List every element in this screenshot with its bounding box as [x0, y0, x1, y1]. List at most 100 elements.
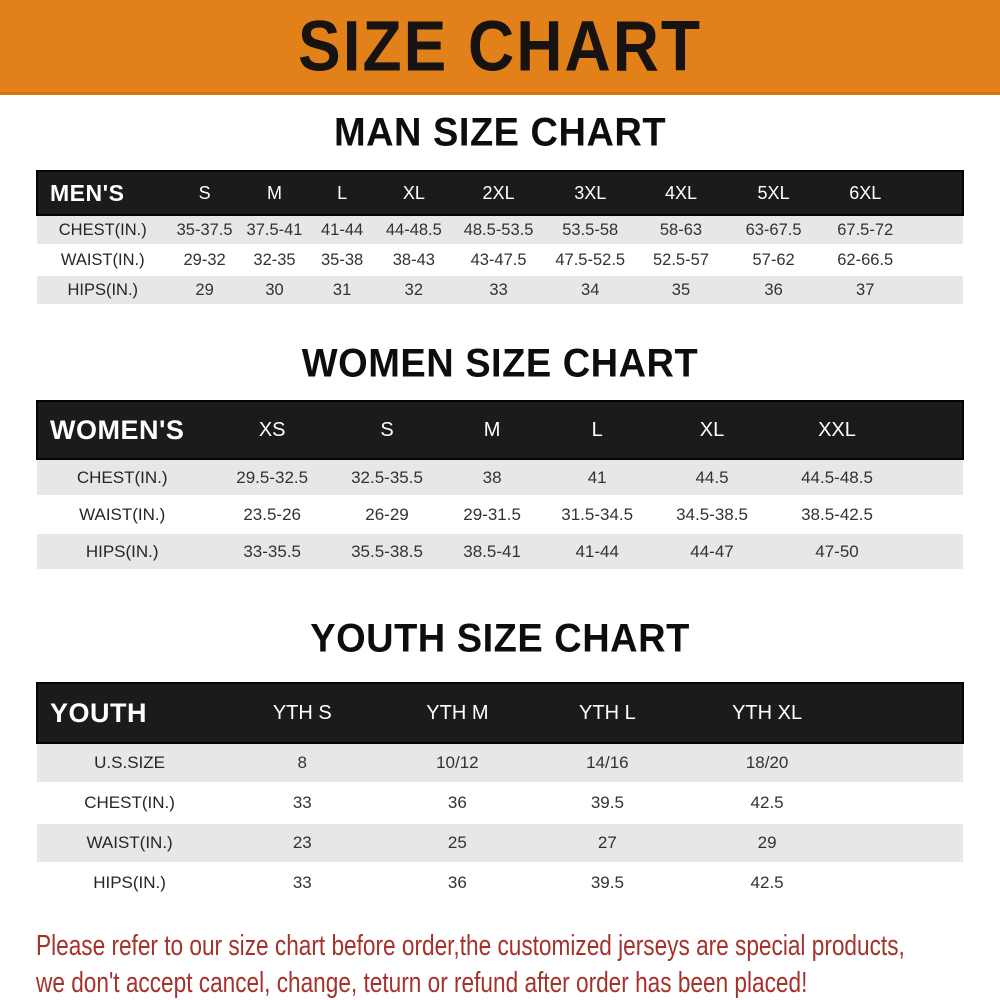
men-size-table: MEN'S S M L XL 2XL 3XL 4XL 5XL 6XL CHEST(IN.) 35-37…	[35, 170, 964, 306]
size-section-women: WOMEN SIZE CHART WOMEN'S XS S M L XL XXL CHEST(I…	[0, 341, 1000, 571]
size-value-cell: 67.5-72	[820, 215, 911, 245]
row-filler	[851, 743, 963, 783]
size-value-cell: 48.5-53.5	[451, 215, 546, 245]
sections-container: MAN SIZE CHART MEN'S S M L XL 2XL 3XL 4XL 5XL 6XL C…	[0, 110, 1000, 904]
size-section-youth: YOUTH SIZE CHART YOUTH YTH S YTH M YTH L YTH …	[0, 616, 1000, 904]
row-filler	[897, 496, 963, 533]
size-value-cell: 18/20	[682, 743, 852, 783]
size-value-cell: 32.5-35.5	[337, 459, 437, 496]
women-table-title-cell: WOMEN'S	[35, 400, 208, 460]
size-value-cell: 52.5-57	[635, 245, 727, 275]
row-label: CHEST(IN.)	[37, 459, 208, 496]
size-value-cell: 63-67.5	[726, 215, 821, 245]
size-value-cell: 41-44	[308, 215, 376, 245]
row-label: WAIST(IN.)	[37, 245, 169, 275]
row-filler	[851, 823, 963, 863]
row-label: U.S.SIZE	[37, 743, 223, 783]
size-value-cell: 41-44	[547, 533, 648, 570]
size-value-cell: 33	[222, 863, 383, 903]
size-value-cell: 29	[682, 823, 852, 863]
youth-size-table: YOUTH YTH S YTH M YTH L YTH XL U.S.SIZE 8 10/12…	[35, 682, 965, 904]
youth-header-filler	[851, 682, 965, 744]
men-size-column-header: 6XL	[820, 170, 911, 216]
youth-size-column-header: YTH M	[382, 682, 533, 744]
section-title-men: MAN SIZE CHART	[333, 110, 667, 156]
size-value-cell: 34.5-38.5	[647, 496, 777, 533]
size-value-cell: 38-43	[375, 245, 452, 275]
size-value-cell: 37	[820, 275, 911, 305]
row-filler	[910, 275, 963, 305]
women-size-column-header: M	[437, 400, 548, 460]
size-value-cell: 44-47	[647, 533, 777, 570]
size-value-cell: 32	[375, 275, 452, 305]
row-filler	[897, 459, 963, 496]
youth-table-title-cell: YOUTH	[35, 682, 223, 744]
size-value-cell: 29-31.5	[437, 496, 548, 533]
men-header-row: MEN'S S M L XL 2XL 3XL 4XL 5XL 6XL	[35, 170, 964, 216]
size-value-cell: 23.5-26	[207, 496, 337, 533]
size-value-cell: 29-32	[168, 245, 241, 275]
size-value-cell: 58-63	[635, 215, 727, 245]
men-measure-row: WAIST(IN.) 29-32 32-35 35-38 38-43 43-47.5 47.…	[37, 245, 963, 275]
size-value-cell: 33	[222, 783, 383, 823]
men-measure-row: CHEST(IN.) 35-37.5 37.5-41 41-44 44-48.5 48.5…	[37, 215, 963, 245]
women-size-column-header: L	[547, 400, 648, 460]
size-value-cell: 35-37.5	[168, 215, 241, 245]
size-section-men: MAN SIZE CHART MEN'S S M L XL 2XL 3XL 4XL 5XL 6XL C…	[0, 110, 1000, 306]
size-value-cell: 62-66.5	[820, 245, 911, 275]
row-label: CHEST(IN.)	[37, 215, 169, 245]
size-value-cell: 44.5	[647, 459, 777, 496]
size-value-cell: 27	[532, 823, 683, 863]
size-value-cell: 33	[451, 275, 546, 305]
size-value-cell: 53.5-58	[545, 215, 636, 245]
size-value-cell: 44.5-48.5	[776, 459, 898, 496]
size-value-cell: 44-48.5	[375, 215, 452, 245]
youth-measure-row: U.S.SIZE 8 10/12 14/16 18/20	[37, 743, 963, 783]
footer-notice: Please refer to our size chart before or…	[36, 928, 964, 1000]
row-filler	[851, 863, 963, 903]
women-size-column-header: S	[337, 400, 437, 460]
row-label: HIPS(IN.)	[37, 275, 169, 305]
women-measure-row: WAIST(IN.) 23.5-26 26-29 29-31.5 31.5-34.5 34…	[37, 496, 963, 533]
size-value-cell: 38.5-41	[437, 533, 548, 570]
row-label: HIPS(IN.)	[37, 863, 223, 903]
men-size-column-header: 4XL	[635, 170, 727, 216]
size-value-cell: 39.5	[532, 783, 683, 823]
men-size-column-header: L	[308, 170, 376, 216]
size-value-cell: 29.5-32.5	[207, 459, 337, 496]
row-label: WAIST(IN.)	[37, 496, 208, 533]
size-value-cell: 47-50	[776, 533, 898, 570]
row-filler	[910, 245, 963, 275]
men-table-title-cell: MEN'S	[35, 170, 169, 216]
banner: SIZE CHART	[0, 0, 1000, 95]
youth-size-column-header: YTH XL	[682, 682, 852, 744]
size-value-cell: 43-47.5	[451, 245, 546, 275]
size-value-cell: 57-62	[726, 245, 821, 275]
row-filler	[897, 533, 963, 570]
youth-measure-row: CHEST(IN.) 33 36 39.5 42.5	[37, 783, 963, 823]
size-value-cell: 47.5-52.5	[545, 245, 636, 275]
size-value-cell: 42.5	[682, 863, 852, 903]
size-value-cell: 34	[545, 275, 636, 305]
women-size-table: WOMEN'S XS S M L XL XXL CHEST(IN.) 29.5-32.5 32.5…	[35, 400, 964, 571]
section-title-youth: YOUTH SIZE CHART	[310, 616, 690, 662]
women-header-filler	[897, 400, 964, 460]
men-size-column-header: S	[168, 170, 241, 216]
size-value-cell: 23	[222, 823, 383, 863]
women-header-row: WOMEN'S XS S M L XL XXL	[35, 400, 964, 460]
section-title-women: WOMEN SIZE CHART	[301, 341, 699, 387]
banner-title: SIZE CHART	[298, 5, 702, 87]
men-measure-row: HIPS(IN.) 29 30 31 32 33 34 35 36 37	[37, 275, 963, 305]
size-value-cell: 33-35.5	[207, 533, 337, 570]
row-filler	[851, 783, 963, 823]
size-value-cell: 14/16	[532, 743, 683, 783]
size-value-cell: 41	[547, 459, 648, 496]
women-measure-row: HIPS(IN.) 33-35.5 35.5-38.5 38.5-41 41-44 44-…	[37, 533, 963, 570]
women-size-column-header: XL	[647, 400, 777, 460]
size-value-cell: 29	[168, 275, 241, 305]
size-value-cell: 8	[222, 743, 383, 783]
notice-line-1: Please refer to our size chart before or…	[36, 930, 905, 962]
size-value-cell: 36	[382, 863, 533, 903]
size-value-cell: 35	[635, 275, 727, 305]
